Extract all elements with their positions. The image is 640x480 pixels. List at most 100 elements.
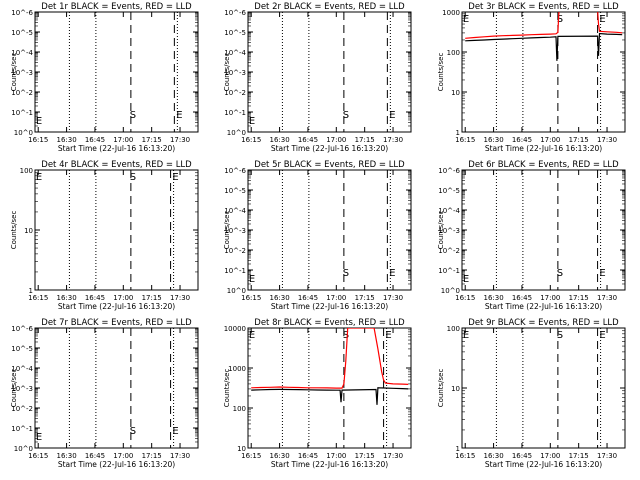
end-marker-label: E <box>172 172 178 183</box>
plot-frame <box>461 11 626 133</box>
x-tick-label: 16:45 <box>85 294 105 302</box>
y-tick-label: 10^-2 <box>438 247 460 255</box>
x-tick-label: 17:00 <box>113 452 133 460</box>
end-marker-label: E <box>389 268 395 279</box>
x-tick-label: 17:00 <box>326 452 346 460</box>
y-tick-label: 1 <box>456 445 460 453</box>
y-tick-label: 10^-3 <box>438 227 460 235</box>
x-tick-label: 16:30 <box>483 452 503 460</box>
x-tick-label: 16:30 <box>483 136 503 144</box>
start-marker-label: S <box>557 14 563 25</box>
plot-title: Det 8r BLACK = Events, RED = LLD <box>254 318 405 328</box>
y-axis-title: Counts/sec <box>10 211 18 250</box>
y-tick-label: 10^-4 <box>224 49 246 57</box>
x-tick-label: 16:30 <box>56 136 76 144</box>
plot-title: Det 7r BLACK = Events, RED = LLD <box>41 318 192 328</box>
left-edge-marker: E <box>463 14 469 25</box>
end-marker-label: E <box>599 330 605 341</box>
y-tick-label: 10^0 <box>227 129 246 137</box>
x-tick-label: 17:15 <box>569 452 589 460</box>
x-tick-label: 17:15 <box>355 452 375 460</box>
x-tick-label: 17:00 <box>326 136 346 144</box>
y-tick-label: 10^-4 <box>224 207 246 215</box>
detector-plot-2: Det 2r BLACK = Events, RED = LLD 10^0 10^-… <box>223 2 412 153</box>
x-tick-label: 16:30 <box>269 452 289 460</box>
x-tick-label: 17:30 <box>170 294 190 302</box>
y-tick-label: 10^-6 <box>11 9 33 17</box>
end-marker-label: E <box>172 426 178 437</box>
x-tick-label: 17:00 <box>540 452 560 460</box>
start-marker-label: S <box>130 172 136 183</box>
plot-title: Det 9r BLACK = Events, RED = LLD <box>468 318 619 328</box>
left-edge-marker: E <box>249 116 255 127</box>
end-marker-label: E <box>389 110 395 121</box>
x-tick-label: 16:45 <box>85 136 105 144</box>
x-tick-label: 17:30 <box>383 136 403 144</box>
y-tick-label: 10^0 <box>14 445 33 453</box>
x-tick-label: 16:30 <box>56 452 76 460</box>
y-tick-label: 10000 <box>224 325 246 333</box>
detector-plot-9: Det 9r BLACK = Events, RED = LLD 1 10 100 16… <box>437 318 626 469</box>
plot-frame <box>247 169 412 291</box>
events-series-line <box>465 32 623 61</box>
x-axis-title: Start Time (22-Jul-16 16:13:20) <box>58 460 175 469</box>
y-tick-label: 10^-2 <box>11 89 33 97</box>
y-tick-label: 10^-1 <box>224 267 246 275</box>
start-marker-label: S <box>343 110 349 121</box>
start-marker-label: S <box>343 330 349 341</box>
x-tick-label: 17:15 <box>142 136 162 144</box>
y-tick-label: 10^-6 <box>11 325 33 333</box>
x-tick-label: 16:45 <box>512 294 532 302</box>
y-tick-label: 10^-3 <box>11 385 33 393</box>
x-tick-label: 17:30 <box>383 294 403 302</box>
x-tick-label: 16:45 <box>298 294 318 302</box>
end-marker-label: E <box>176 110 182 121</box>
y-tick-label: 10^-5 <box>438 187 460 195</box>
y-tick-label: 10^-3 <box>11 69 33 77</box>
start-marker-label: S <box>557 268 563 279</box>
y-tick-label: 10^-6 <box>224 167 246 175</box>
y-tick-label: 10^-2 <box>224 89 246 97</box>
y-axis-title: Counts/sec <box>10 53 18 92</box>
x-tick-label: 16:15 <box>28 452 48 460</box>
x-tick-label: 17:15 <box>355 136 375 144</box>
y-tick-label: 10^-4 <box>11 49 33 57</box>
y-tick-label: 100 <box>20 167 33 175</box>
y-tick-label: 100 <box>447 49 460 57</box>
detector-plot-6: Det 6r BLACK = Events, RED = LLD 10^0 10^-… <box>437 160 626 311</box>
y-tick-label: 10^-2 <box>11 405 33 413</box>
x-tick-label: 16:15 <box>241 452 261 460</box>
x-tick-label: 17:30 <box>597 452 617 460</box>
x-tick-label: 17:00 <box>540 294 560 302</box>
left-edge-marker: E <box>36 116 42 127</box>
x-axis-title: Start Time (22-Jul-16 16:13:20) <box>485 302 602 311</box>
y-tick-label: 10 <box>451 89 460 97</box>
plot-title: Det 3r BLACK = Events, RED = LLD <box>468 2 619 12</box>
x-tick-label: 16:15 <box>455 136 475 144</box>
x-tick-label: 16:30 <box>483 294 503 302</box>
y-tick-label: 10^-5 <box>224 187 246 195</box>
x-tick-label: 17:00 <box>113 294 133 302</box>
y-tick-label: 10^-3 <box>224 69 246 77</box>
x-tick-label: 17:15 <box>142 452 162 460</box>
y-tick-label: 10^-4 <box>438 207 460 215</box>
left-edge-marker: E <box>36 172 42 183</box>
end-marker-label: E <box>599 14 605 25</box>
y-tick-label: 100 <box>233 405 246 413</box>
x-tick-label: 16:45 <box>298 452 318 460</box>
y-axis-title: Counts/sec <box>437 53 445 92</box>
y-axis-title: Counts/sec <box>223 211 231 250</box>
start-marker-label: S <box>130 426 136 437</box>
x-tick-label: 16:30 <box>269 136 289 144</box>
detector-plot-7: Det 7r BLACK = Events, RED = LLD 10^0 10^-… <box>10 318 199 469</box>
y-tick-label: 10^-1 <box>11 425 33 433</box>
y-tick-label: 10^-2 <box>224 247 246 255</box>
plot-frame <box>247 327 412 449</box>
y-tick-label: 10^-4 <box>11 365 33 373</box>
y-tick-label: 1000 <box>442 9 460 17</box>
x-axis-title: Start Time (22-Jul-16 16:13:20) <box>485 460 602 469</box>
events-series-line <box>251 387 409 405</box>
x-tick-label: 17:30 <box>170 452 190 460</box>
y-axis-title: Counts/sec <box>10 369 18 408</box>
x-tick-label: 17:00 <box>540 136 560 144</box>
